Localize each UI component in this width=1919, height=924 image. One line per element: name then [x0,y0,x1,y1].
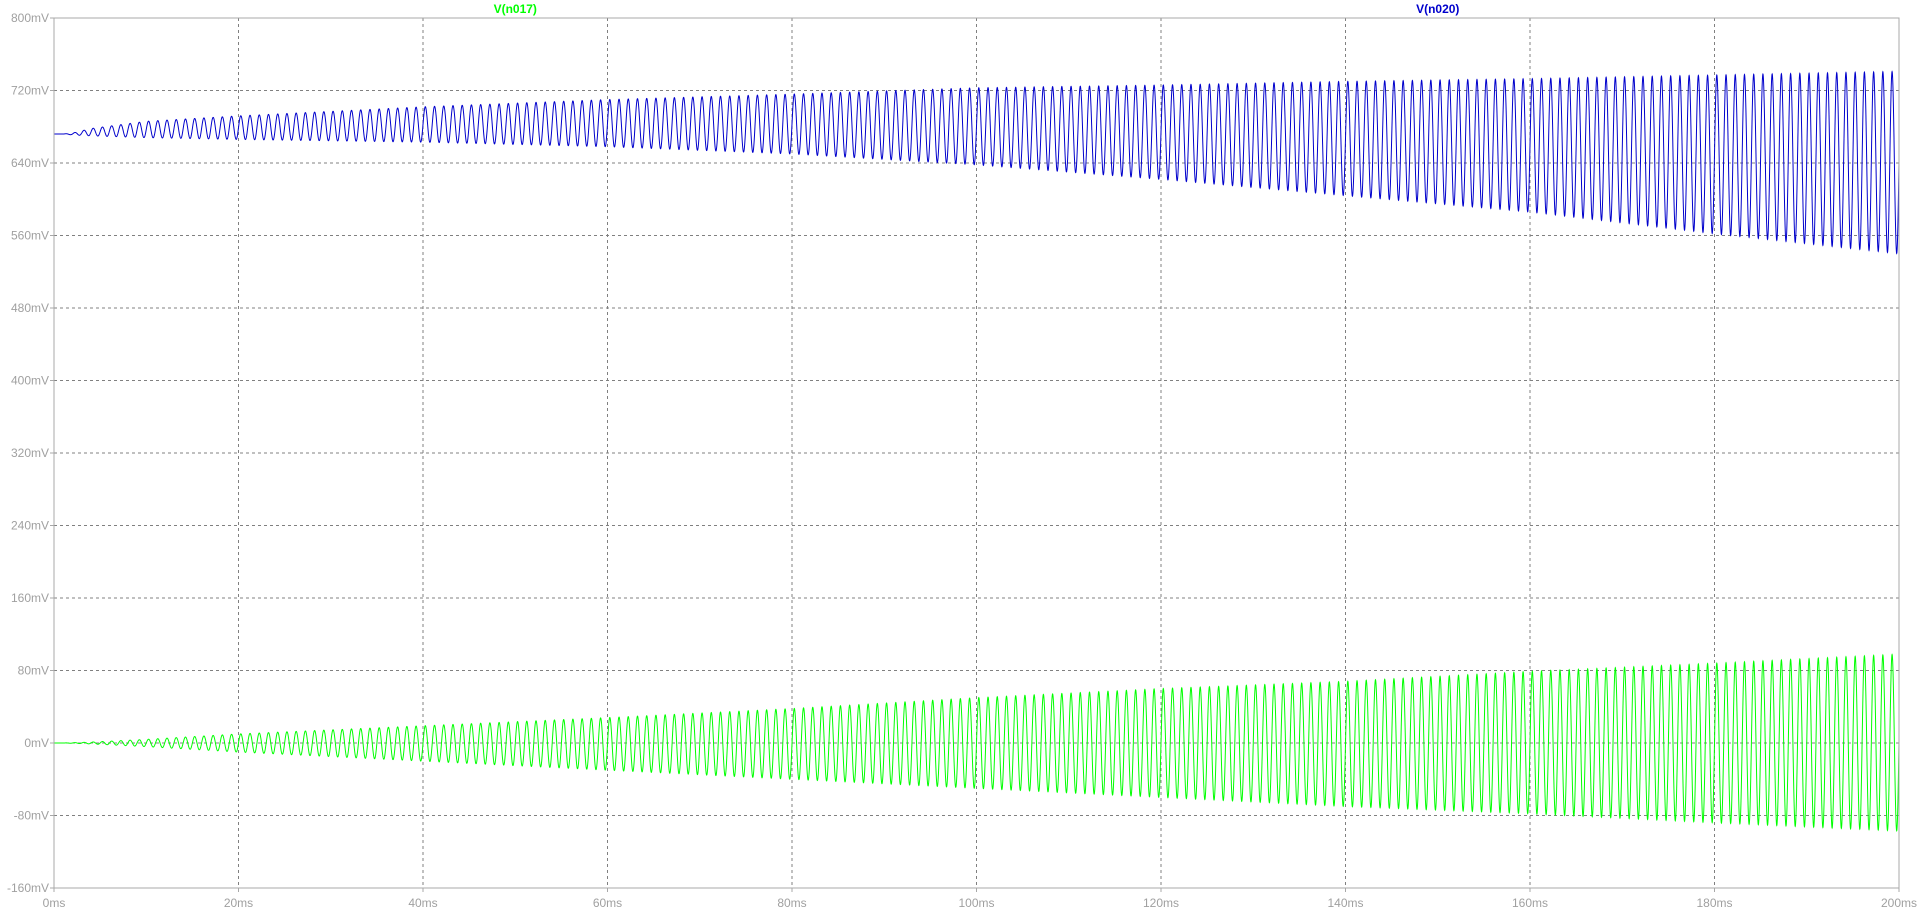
legend-item: V(n020) [1416,2,1459,16]
x-tick-label: 140ms [1327,896,1363,910]
x-axis-ticks: 0ms 20ms 40ms 60ms 80ms 100ms 120ms 140ms 160ms 1… [43,888,1917,910]
x-tick-label: 40ms [408,896,437,910]
y-tick-label: 160mV [11,591,49,605]
y-tick-label: 320mV [11,446,49,460]
y-tick-label: 480mV [11,301,49,315]
y-tick-label: -80mV [14,809,49,823]
x-tick-label: 120ms [1143,896,1179,910]
x-tick-label: 60ms [593,896,622,910]
y-tick-label: 240mV [11,519,49,533]
y-tick-label: 720mV [11,84,49,98]
trace-vn017 [54,653,1900,833]
trace-vn020 [54,70,1900,255]
y-tick-label: 560mV [11,229,49,243]
legend: V(n017) V(n020) [494,2,1460,16]
legend-item: V(n017) [494,2,537,16]
y-tick-label: -160mV [7,881,49,895]
y-axis-ticks: 800mV 720mV 640mV 560mV 480mV 400mV 320mV 240mV… [7,11,54,895]
y-tick-label: 400mV [11,374,49,388]
y-tick-label: 800mV [11,11,49,25]
x-tick-label: 80ms [777,896,806,910]
x-tick-label: 160ms [1512,896,1548,910]
x-tick-label: 0ms [43,896,66,910]
grid-lines [54,18,1899,888]
x-tick-label: 200ms [1881,896,1917,910]
y-tick-label: 640mV [11,156,49,170]
x-tick-label: 20ms [224,896,253,910]
y-tick-label: 80mV [18,664,49,678]
traces [54,70,1900,833]
x-tick-label: 180ms [1696,896,1732,910]
x-tick-label: 100ms [958,896,994,910]
y-tick-label: 0mV [24,736,49,750]
